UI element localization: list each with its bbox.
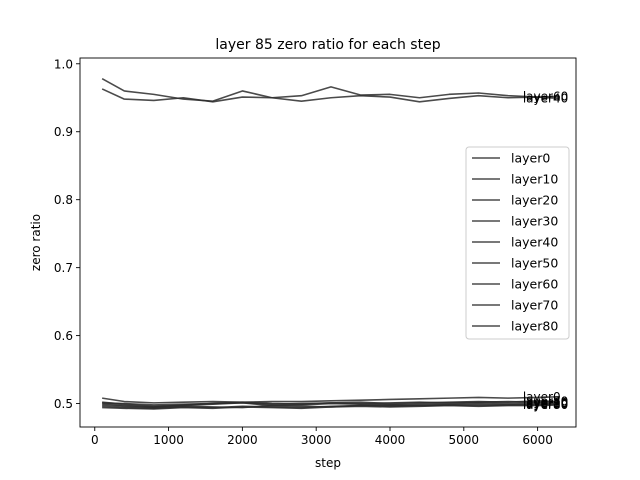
end-label-layer10: layer10: [523, 397, 568, 411]
series-line-layer80: [102, 404, 560, 410]
series-group: [101, 78, 560, 410]
legend-label-layer20: layer20: [511, 193, 558, 208]
x-tick-label: 5000: [449, 433, 480, 447]
y-axis-title: zero ratio: [29, 214, 43, 271]
legend-label-layer50: layer50: [511, 256, 558, 271]
end-label-layer80: layer80: [523, 398, 568, 412]
legend: layer0 layer10 layer20 layer30 layer40 layer5…: [465, 146, 570, 340]
x-tick-label: 2000: [227, 433, 258, 447]
y-tick-label: 0.7: [54, 261, 73, 275]
x-tick-label: 0: [91, 433, 99, 447]
x-tick-label: 6000: [522, 433, 553, 447]
series-line-layer70: [102, 400, 560, 406]
legend-label-layer80: layer80: [511, 319, 558, 334]
plot-frame: [79, 57, 577, 428]
end-label-layer0: layer0: [523, 390, 561, 404]
series-line-layer40: [101, 88, 560, 103]
series-line-layer60: [101, 78, 560, 102]
x-tick-label: 1000: [153, 433, 184, 447]
x-axis-title: step: [315, 456, 341, 470]
y-axis: 0.5 0.6 0.7 0.8 0.9 1.0: [54, 57, 80, 411]
legend-label-layer10: layer10: [511, 172, 558, 187]
end-label-layer70: layer70: [523, 395, 568, 409]
end-label-layer20: layer20: [523, 396, 568, 410]
legend-label-layer30: layer30: [511, 214, 558, 229]
legend-label-layer60: layer60: [511, 277, 558, 292]
x-tick-label: 3000: [301, 433, 332, 447]
x-tick-label: 4000: [375, 433, 406, 447]
end-label-layer60: layer60: [523, 89, 568, 103]
legend-label-layer40: layer40: [511, 235, 558, 250]
y-tick-label: 1.0: [54, 57, 73, 71]
end-label-layer30: layer30: [523, 395, 568, 409]
chart-title: layer 85 zero ratio for each step: [215, 37, 440, 53]
legend-label-layer0: layer0: [511, 151, 550, 166]
y-tick-label: 0.5: [54, 397, 73, 411]
series-line-layer0: [102, 395, 560, 404]
legend-label-layer70: layer70: [511, 298, 558, 313]
end-label-layer40: layer40: [523, 91, 568, 105]
x-axis: 0 1000 2000 3000 4000 5000 6000: [91, 427, 553, 447]
y-tick-label: 0.9: [54, 125, 73, 139]
legend-box: [465, 146, 570, 340]
plot-area: layer0layer10layer20layer30layer40layer5…: [79, 57, 577, 428]
y-tick-label: 0.8: [54, 193, 73, 207]
y-tick-label: 0.6: [54, 329, 73, 343]
end-label-layer50: layer50: [523, 397, 568, 411]
